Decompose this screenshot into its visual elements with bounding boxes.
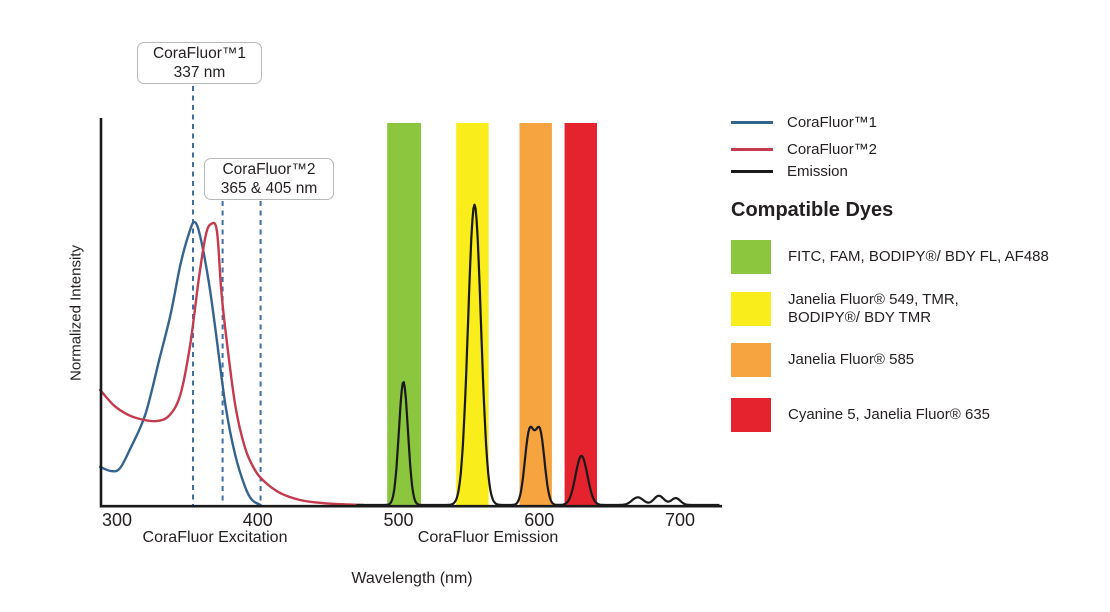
- legend-label: CoraFluor™2: [787, 140, 878, 158]
- legend-line-swatch-1: [731, 147, 773, 151]
- dye-label: Cyanine 5, Janelia Fluor® 635: [788, 406, 990, 424]
- dye-label-line: Cyanine 5, Janelia Fluor® 635: [788, 406, 991, 423]
- legend-label: CoraFluor™1: [787, 113, 878, 131]
- compatible-dyes-heading: Compatible Dyes: [731, 199, 894, 221]
- excitation-curve-1: [98, 221, 365, 507]
- dye-row-red: Cyanine 5, Janelia Fluor® 635: [731, 398, 990, 432]
- dye-row-green: FITC, FAM, BODIPY®/ BDY FL, AF488: [731, 240, 1049, 274]
- emission-curve: [356, 203, 720, 507]
- legend-item-emission: Emission: [731, 162, 848, 180]
- dye-swatch-3: [731, 398, 771, 432]
- dye-swatch-0: [731, 240, 771, 274]
- axis-lines: [99, 118, 722, 508]
- y-axis-title: Normalized Intensity: [67, 245, 85, 381]
- callout-corafluor2-wavelength: 365 & 405 nm: [220, 180, 318, 197]
- x-tick-label: 600: [524, 510, 555, 530]
- dye-label-line: Janelia Fluor® 549, TMR,: [788, 291, 959, 308]
- legend-label: Emission: [787, 162, 848, 180]
- callout-corafluor2: CoraFluor™2 365 & 405 nm: [204, 158, 334, 200]
- x-tick-label: 400: [242, 510, 273, 530]
- band-green: [387, 123, 421, 505]
- dye-label-line: Janelia Fluor® 585: [788, 351, 915, 368]
- excitation-caption: CoraFluor Excitation: [142, 529, 288, 546]
- legend-item-corafluor1: CoraFluor™1: [731, 113, 878, 131]
- x-tick-label: 300: [101, 510, 133, 530]
- dye-row-orange: Janelia Fluor® 585: [731, 343, 914, 377]
- legend-item-corafluor2: CoraFluor™2: [731, 140, 878, 158]
- dye-swatch-2: [731, 343, 771, 377]
- band-red: [564, 123, 597, 505]
- legend-line-swatch-0: [731, 120, 773, 124]
- callout-corafluor1-title: CoraFluor™1: [152, 45, 247, 62]
- band-yellow: [456, 123, 489, 505]
- x-tick-label: 700: [664, 510, 696, 530]
- dye-label: Janelia Fluor® 549, TMR, BODIPY®/ BDY TM…: [788, 291, 959, 327]
- x-tick-label: 500: [383, 510, 414, 530]
- callout-corafluor1: CoraFluor™1 337 nm: [137, 42, 262, 84]
- dye-label: Janelia Fluor® 585: [788, 351, 914, 369]
- legend-line-swatch-2: [731, 169, 773, 173]
- callout-corafluor2-title: CoraFluor™2: [222, 161, 316, 178]
- callout-corafluor1-wavelength: 337 nm: [173, 64, 226, 81]
- band-orange: [519, 123, 552, 505]
- x-axis-title: Wavelength (nm): [351, 570, 473, 587]
- dye-label-line: BODIPY®/ BDY TMR: [788, 309, 932, 326]
- dye-label: FITC, FAM, BODIPY®/ BDY FL, AF488: [788, 248, 1049, 266]
- emission-caption: CoraFluor Emission: [417, 529, 559, 546]
- dye-label-line: FITC, FAM, BODIPY®/ BDY FL, AF488: [788, 248, 1049, 265]
- dye-swatch-1: [731, 292, 771, 326]
- dye-row-yellow: Janelia Fluor® 549, TMR, BODIPY®/ BDY TM…: [731, 291, 959, 327]
- excitation-curve-0: [98, 220, 262, 507]
